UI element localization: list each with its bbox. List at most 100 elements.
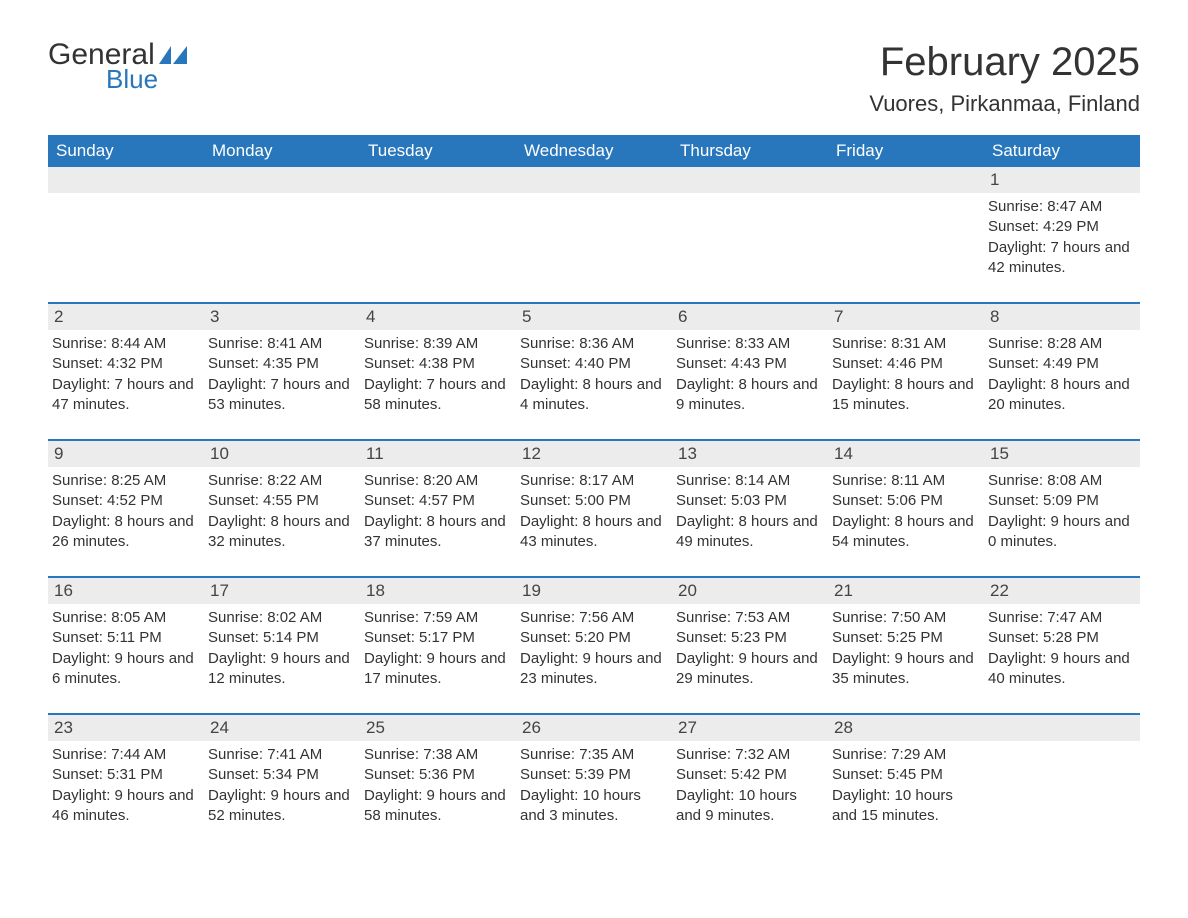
day-cell: 19Sunrise: 7:56 AMSunset: 5:20 PMDayligh… bbox=[516, 578, 672, 695]
day-cell bbox=[204, 167, 360, 284]
sunset-line: Sunset: 5:11 PM bbox=[52, 628, 198, 648]
sunset-line: Sunset: 4:57 PM bbox=[364, 491, 510, 511]
daylight-line: Daylight: 9 hours and 58 minutes. bbox=[364, 786, 510, 827]
sunrise-line: Sunrise: 7:56 AM bbox=[520, 608, 666, 628]
sunset-line: Sunset: 5:25 PM bbox=[832, 628, 978, 648]
sunset-line: Sunset: 5:17 PM bbox=[364, 628, 510, 648]
week-row: 23Sunrise: 7:44 AMSunset: 5:31 PMDayligh… bbox=[48, 713, 1140, 832]
sunset-line: Sunset: 4:52 PM bbox=[52, 491, 198, 511]
sunset-line: Sunset: 5:00 PM bbox=[520, 491, 666, 511]
daylight-line: Daylight: 8 hours and 4 minutes. bbox=[520, 375, 666, 416]
sunset-line: Sunset: 5:42 PM bbox=[676, 765, 822, 785]
sunset-line: Sunset: 5:34 PM bbox=[208, 765, 354, 785]
daylight-line: Daylight: 9 hours and 40 minutes. bbox=[988, 649, 1134, 690]
day-body: Sunrise: 8:14 AMSunset: 5:03 PMDaylight:… bbox=[672, 467, 828, 558]
week-row: 16Sunrise: 8:05 AMSunset: 5:11 PMDayligh… bbox=[48, 576, 1140, 695]
sunset-line: Sunset: 4:32 PM bbox=[52, 354, 198, 374]
day-number: 18 bbox=[360, 578, 516, 604]
daylight-line: Daylight: 8 hours and 49 minutes. bbox=[676, 512, 822, 553]
week-row: 1Sunrise: 8:47 AMSunset: 4:29 PMDaylight… bbox=[48, 167, 1140, 284]
day-cell: 11Sunrise: 8:20 AMSunset: 4:57 PMDayligh… bbox=[360, 441, 516, 558]
day-number: 28 bbox=[828, 715, 984, 741]
sunrise-line: Sunrise: 8:41 AM bbox=[208, 334, 354, 354]
day-number: 24 bbox=[204, 715, 360, 741]
daylight-line: Daylight: 9 hours and 0 minutes. bbox=[988, 512, 1134, 553]
day-number: 9 bbox=[48, 441, 204, 467]
header: General Blue February 2025 Vuores, Pirka… bbox=[48, 40, 1140, 117]
day-body: Sunrise: 8:17 AMSunset: 5:00 PMDaylight:… bbox=[516, 467, 672, 558]
day-number bbox=[48, 167, 204, 193]
daylight-line: Daylight: 10 hours and 9 minutes. bbox=[676, 786, 822, 827]
day-body: Sunrise: 8:31 AMSunset: 4:46 PMDaylight:… bbox=[828, 330, 984, 421]
day-cell: 14Sunrise: 8:11 AMSunset: 5:06 PMDayligh… bbox=[828, 441, 984, 558]
day-number: 4 bbox=[360, 304, 516, 330]
day-number: 25 bbox=[360, 715, 516, 741]
day-cell: 22Sunrise: 7:47 AMSunset: 5:28 PMDayligh… bbox=[984, 578, 1140, 695]
day-cell: 25 Sunrise: 7:38 AMSunset: 5:36 PMDayligh… bbox=[360, 715, 516, 832]
day-cell: 21Sunrise: 7:50 AMSunset: 5:25 PMDayligh… bbox=[828, 578, 984, 695]
day-body: Sunrise: 8:25 AMSunset: 4:52 PMDaylight:… bbox=[48, 467, 204, 558]
daylight-line: Daylight: 9 hours and 35 minutes. bbox=[832, 649, 978, 690]
weekday-header: Thursday bbox=[672, 135, 828, 167]
sunrise-line: Sunrise: 8:08 AM bbox=[988, 471, 1134, 491]
sunrise-line: Sunrise: 7:38 AM bbox=[364, 745, 510, 765]
day-cell: 4Sunrise: 8:39 AMSunset: 4:38 PMDaylight… bbox=[360, 304, 516, 421]
day-number: 23 bbox=[48, 715, 204, 741]
weekday-header: Wednesday bbox=[516, 135, 672, 167]
day-cell: 10Sunrise: 8:22 AMSunset: 4:55 PMDayligh… bbox=[204, 441, 360, 558]
day-cell bbox=[516, 167, 672, 284]
sunset-line: Sunset: 4:29 PM bbox=[988, 217, 1134, 237]
sunrise-line: Sunrise: 7:50 AM bbox=[832, 608, 978, 628]
day-body: Sunrise: 8:22 AMSunset: 4:55 PMDaylight:… bbox=[204, 467, 360, 558]
daylight-line: Daylight: 9 hours and 23 minutes. bbox=[520, 649, 666, 690]
day-cell: 5Sunrise: 8:36 AMSunset: 4:40 PMDaylight… bbox=[516, 304, 672, 421]
day-number bbox=[984, 715, 1140, 741]
weekday-header: Monday bbox=[204, 135, 360, 167]
daylight-line: Daylight: 8 hours and 9 minutes. bbox=[676, 375, 822, 416]
day-number: 2 bbox=[48, 304, 204, 330]
weekday-header: Saturday bbox=[984, 135, 1140, 167]
sunrise-line: Sunrise: 8:44 AM bbox=[52, 334, 198, 354]
day-body: Sunrise: 8:44 AMSunset: 4:32 PMDaylight:… bbox=[48, 330, 204, 421]
daylight-line: Daylight: 8 hours and 32 minutes. bbox=[208, 512, 354, 553]
sunset-line: Sunset: 5:36 PM bbox=[364, 765, 510, 785]
sunrise-line: Sunrise: 8:17 AM bbox=[520, 471, 666, 491]
daylight-line: Daylight: 10 hours and 3 minutes. bbox=[520, 786, 666, 827]
sunset-line: Sunset: 4:46 PM bbox=[832, 354, 978, 374]
sunset-line: Sunset: 4:49 PM bbox=[988, 354, 1134, 374]
weekday-header: Tuesday bbox=[360, 135, 516, 167]
day-cell: 23Sunrise: 7:44 AMSunset: 5:31 PMDayligh… bbox=[48, 715, 204, 832]
day-number: 10 bbox=[204, 441, 360, 467]
day-number: 14 bbox=[828, 441, 984, 467]
sunset-line: Sunset: 5:06 PM bbox=[832, 491, 978, 511]
daylight-line: Daylight: 8 hours and 54 minutes. bbox=[832, 512, 978, 553]
day-body: Sunrise: 7:44 AMSunset: 5:31 PMDaylight:… bbox=[48, 741, 204, 832]
sunset-line: Sunset: 5:20 PM bbox=[520, 628, 666, 648]
daylight-line: Daylight: 9 hours and 12 minutes. bbox=[208, 649, 354, 690]
daylight-line: Daylight: 8 hours and 37 minutes. bbox=[364, 512, 510, 553]
day-number: 1 bbox=[984, 167, 1140, 193]
day-body: Sunrise: 8:39 AMSunset: 4:38 PMDaylight:… bbox=[360, 330, 516, 421]
day-body: Sunrise: 7:47 AMSunset: 5:28 PMDaylight:… bbox=[984, 604, 1140, 695]
sunrise-line: Sunrise: 7:35 AM bbox=[520, 745, 666, 765]
day-body: Sunrise: 7:59 AMSunset: 5:17 PMDaylight:… bbox=[360, 604, 516, 695]
day-number: 11 bbox=[360, 441, 516, 467]
day-body: Sunrise: 8:11 AMSunset: 5:06 PMDaylight:… bbox=[828, 467, 984, 558]
day-body: Sunrise: 8:47 AMSunset: 4:29 PMDaylight:… bbox=[984, 193, 1140, 284]
sunset-line: Sunset: 4:43 PM bbox=[676, 354, 822, 374]
day-cell: 16Sunrise: 8:05 AMSunset: 5:11 PMDayligh… bbox=[48, 578, 204, 695]
daylight-line: Daylight: 8 hours and 26 minutes. bbox=[52, 512, 198, 553]
day-body: Sunrise: 8:41 AMSunset: 4:35 PMDaylight:… bbox=[204, 330, 360, 421]
logo-text-blue: Blue bbox=[106, 66, 187, 92]
day-body: Sunrise: 7:35 AMSunset: 5:39 PMDaylight:… bbox=[516, 741, 672, 832]
calendar: SundayMondayTuesdayWednesdayThursdayFrid… bbox=[48, 135, 1140, 832]
day-body: Sunrise: 8:02 AMSunset: 5:14 PMDaylight:… bbox=[204, 604, 360, 695]
day-number bbox=[516, 167, 672, 193]
daylight-line: Daylight: 7 hours and 58 minutes. bbox=[364, 375, 510, 416]
day-number bbox=[204, 167, 360, 193]
day-cell: 9Sunrise: 8:25 AMSunset: 4:52 PMDaylight… bbox=[48, 441, 204, 558]
sunrise-line: Sunrise: 7:44 AM bbox=[52, 745, 198, 765]
sunrise-line: Sunrise: 8:11 AM bbox=[832, 471, 978, 491]
sunset-line: Sunset: 5:14 PM bbox=[208, 628, 354, 648]
sunset-line: Sunset: 5:03 PM bbox=[676, 491, 822, 511]
